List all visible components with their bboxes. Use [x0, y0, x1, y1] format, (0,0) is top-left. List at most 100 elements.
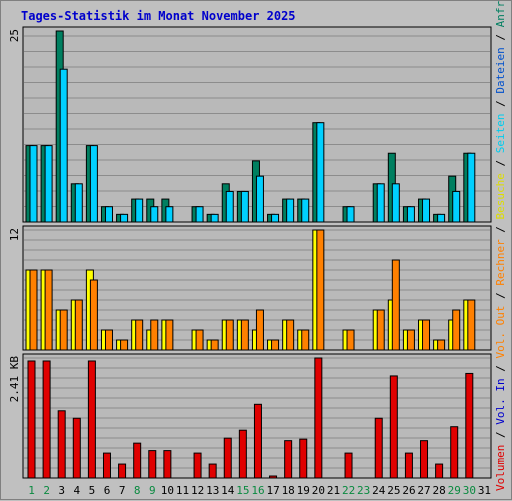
bar-volumen-day-6 — [102, 452, 111, 479]
bar-seiten-day-9 — [150, 206, 159, 223]
bar-volumen-day-18 — [284, 440, 293, 479]
right-legend-segment: / — [494, 219, 507, 239]
x-tick-label-day-2: 2 — [43, 484, 50, 497]
bar-rechner-day-2 — [44, 269, 53, 351]
right-legend-segment: / — [494, 153, 507, 173]
right-legend-segment: Vol. In — [494, 378, 507, 424]
right-legend-segment: / — [494, 94, 507, 114]
bar-rechner-day-16 — [255, 309, 264, 351]
bar-rechner-day-30 — [467, 299, 476, 351]
bar-rechner-day-6 — [104, 329, 113, 351]
bar-seiten-day-22 — [346, 206, 355, 223]
x-tick-label-day-14: 14 — [221, 484, 235, 497]
bar-rechner-day-3 — [59, 309, 68, 351]
bar-seiten-day-18 — [286, 198, 295, 223]
bar-seiten-day-27 — [422, 198, 431, 223]
x-tick-label-day-9: 9 — [149, 484, 156, 497]
right-legend-segment: Rechner — [494, 239, 507, 286]
bar-rechner-day-20 — [316, 229, 325, 351]
bar-seiten-day-12 — [195, 206, 204, 223]
right-legend-segment: / — [494, 286, 507, 306]
x-tick-label-day-31: 31 — [478, 484, 491, 497]
bar-volumen-day-30 — [465, 372, 474, 479]
x-tick-label-day-4: 4 — [74, 484, 81, 497]
bar-seiten-day-20 — [316, 122, 325, 223]
x-tick-label-day-20: 20 — [312, 484, 325, 497]
x-tick-label-day-28: 28 — [433, 484, 446, 497]
bar-volumen-day-1 — [27, 360, 36, 479]
bar-volumen-day-27 — [420, 440, 429, 479]
right-legend-segment: / — [494, 425, 507, 445]
right-legend-segment: Vol. Out — [494, 306, 507, 359]
bar-volumen-day-8 — [133, 442, 142, 479]
bar-volumen-day-24 — [374, 417, 383, 479]
x-tick-label-day-18: 18 — [282, 484, 295, 497]
right-legend-segment: Besuche — [494, 173, 507, 219]
x-tick-label-day-22: 22 — [342, 484, 355, 497]
x-tick-label-day-23: 23 — [357, 484, 370, 497]
x-tick-label-day-7: 7 — [119, 484, 126, 497]
bar-seiten-day-28 — [437, 213, 446, 223]
x-tick-label-day-1: 1 — [28, 484, 35, 497]
bar-volumen-day-2 — [42, 360, 51, 479]
bar-rechner-day-14 — [225, 319, 234, 351]
bar-rechner-day-9 — [150, 319, 159, 351]
right-legend-segment: / — [494, 359, 507, 379]
bar-rechner-day-22 — [346, 329, 355, 351]
bar-seiten-day-4 — [74, 183, 83, 223]
axis-max-label-visits: 12 — [8, 228, 21, 241]
x-tick-label-day-27: 27 — [417, 484, 430, 497]
bar-rechner-day-24 — [376, 309, 385, 351]
bar-rechner-day-8 — [135, 319, 144, 351]
bar-volumen-day-28 — [435, 463, 444, 479]
bar-rechner-day-7 — [120, 339, 129, 351]
bar-seiten-day-13 — [210, 213, 219, 223]
bar-rechner-day-13 — [210, 339, 219, 351]
right-legend-segment: Seiten — [494, 113, 507, 153]
bar-volumen-day-17 — [269, 475, 278, 479]
bar-seiten-day-26 — [406, 206, 415, 223]
bar-seiten-day-30 — [467, 152, 476, 223]
bar-volumen-day-9 — [148, 450, 157, 479]
right-legend-segment: Anfragen — [494, 1, 507, 27]
bar-rechner-day-10 — [165, 319, 174, 351]
bar-volumen-day-4 — [72, 417, 81, 479]
x-tick-label-day-12: 12 — [191, 484, 204, 497]
bar-volumen-day-13 — [208, 463, 217, 479]
x-tick-label-day-15: 15 — [236, 484, 249, 497]
bar-seiten-day-8 — [135, 198, 144, 223]
bar-volumen-day-7 — [118, 463, 127, 479]
bar-volumen-day-16 — [253, 403, 262, 479]
right-legend-segment: Dateien — [494, 47, 507, 93]
bar-volumen-day-19 — [299, 438, 308, 479]
bar-seiten-day-25 — [391, 183, 400, 223]
bar-volumen-day-26 — [404, 452, 413, 479]
bar-rechner-day-5 — [89, 279, 98, 351]
x-tick-label-day-21: 21 — [327, 484, 340, 497]
axis-max-label-requests: 25 — [8, 29, 21, 42]
bar-rechner-day-4 — [74, 299, 83, 351]
bar-rechner-day-19 — [301, 329, 310, 351]
bar-rechner-day-15 — [240, 319, 249, 351]
bar-volumen-day-3 — [57, 410, 66, 479]
x-tick-label-day-16: 16 — [251, 484, 264, 497]
x-tick-label-day-26: 26 — [402, 484, 415, 497]
bar-seiten-day-3 — [59, 68, 68, 223]
x-tick-label-day-3: 3 — [58, 484, 65, 497]
x-tick-label-day-5: 5 — [89, 484, 96, 497]
bar-rechner-day-1 — [29, 269, 38, 351]
x-tick-label-day-6: 6 — [104, 484, 111, 497]
bar-seiten-day-10 — [165, 206, 174, 223]
bar-seiten-day-6 — [104, 206, 113, 223]
bar-rechner-day-18 — [286, 319, 295, 351]
bar-volumen-day-25 — [389, 375, 398, 479]
bar-seiten-day-15 — [240, 190, 249, 223]
bar-seiten-day-24 — [376, 183, 385, 223]
x-tick-label-day-13: 13 — [206, 484, 219, 497]
x-tick-label-day-19: 19 — [297, 484, 310, 497]
right-legend-segment: Volumen — [494, 445, 507, 491]
bar-seiten-day-14 — [225, 190, 234, 223]
chart-title: Tages-Statistik im Monat November 2025 — [21, 9, 296, 23]
